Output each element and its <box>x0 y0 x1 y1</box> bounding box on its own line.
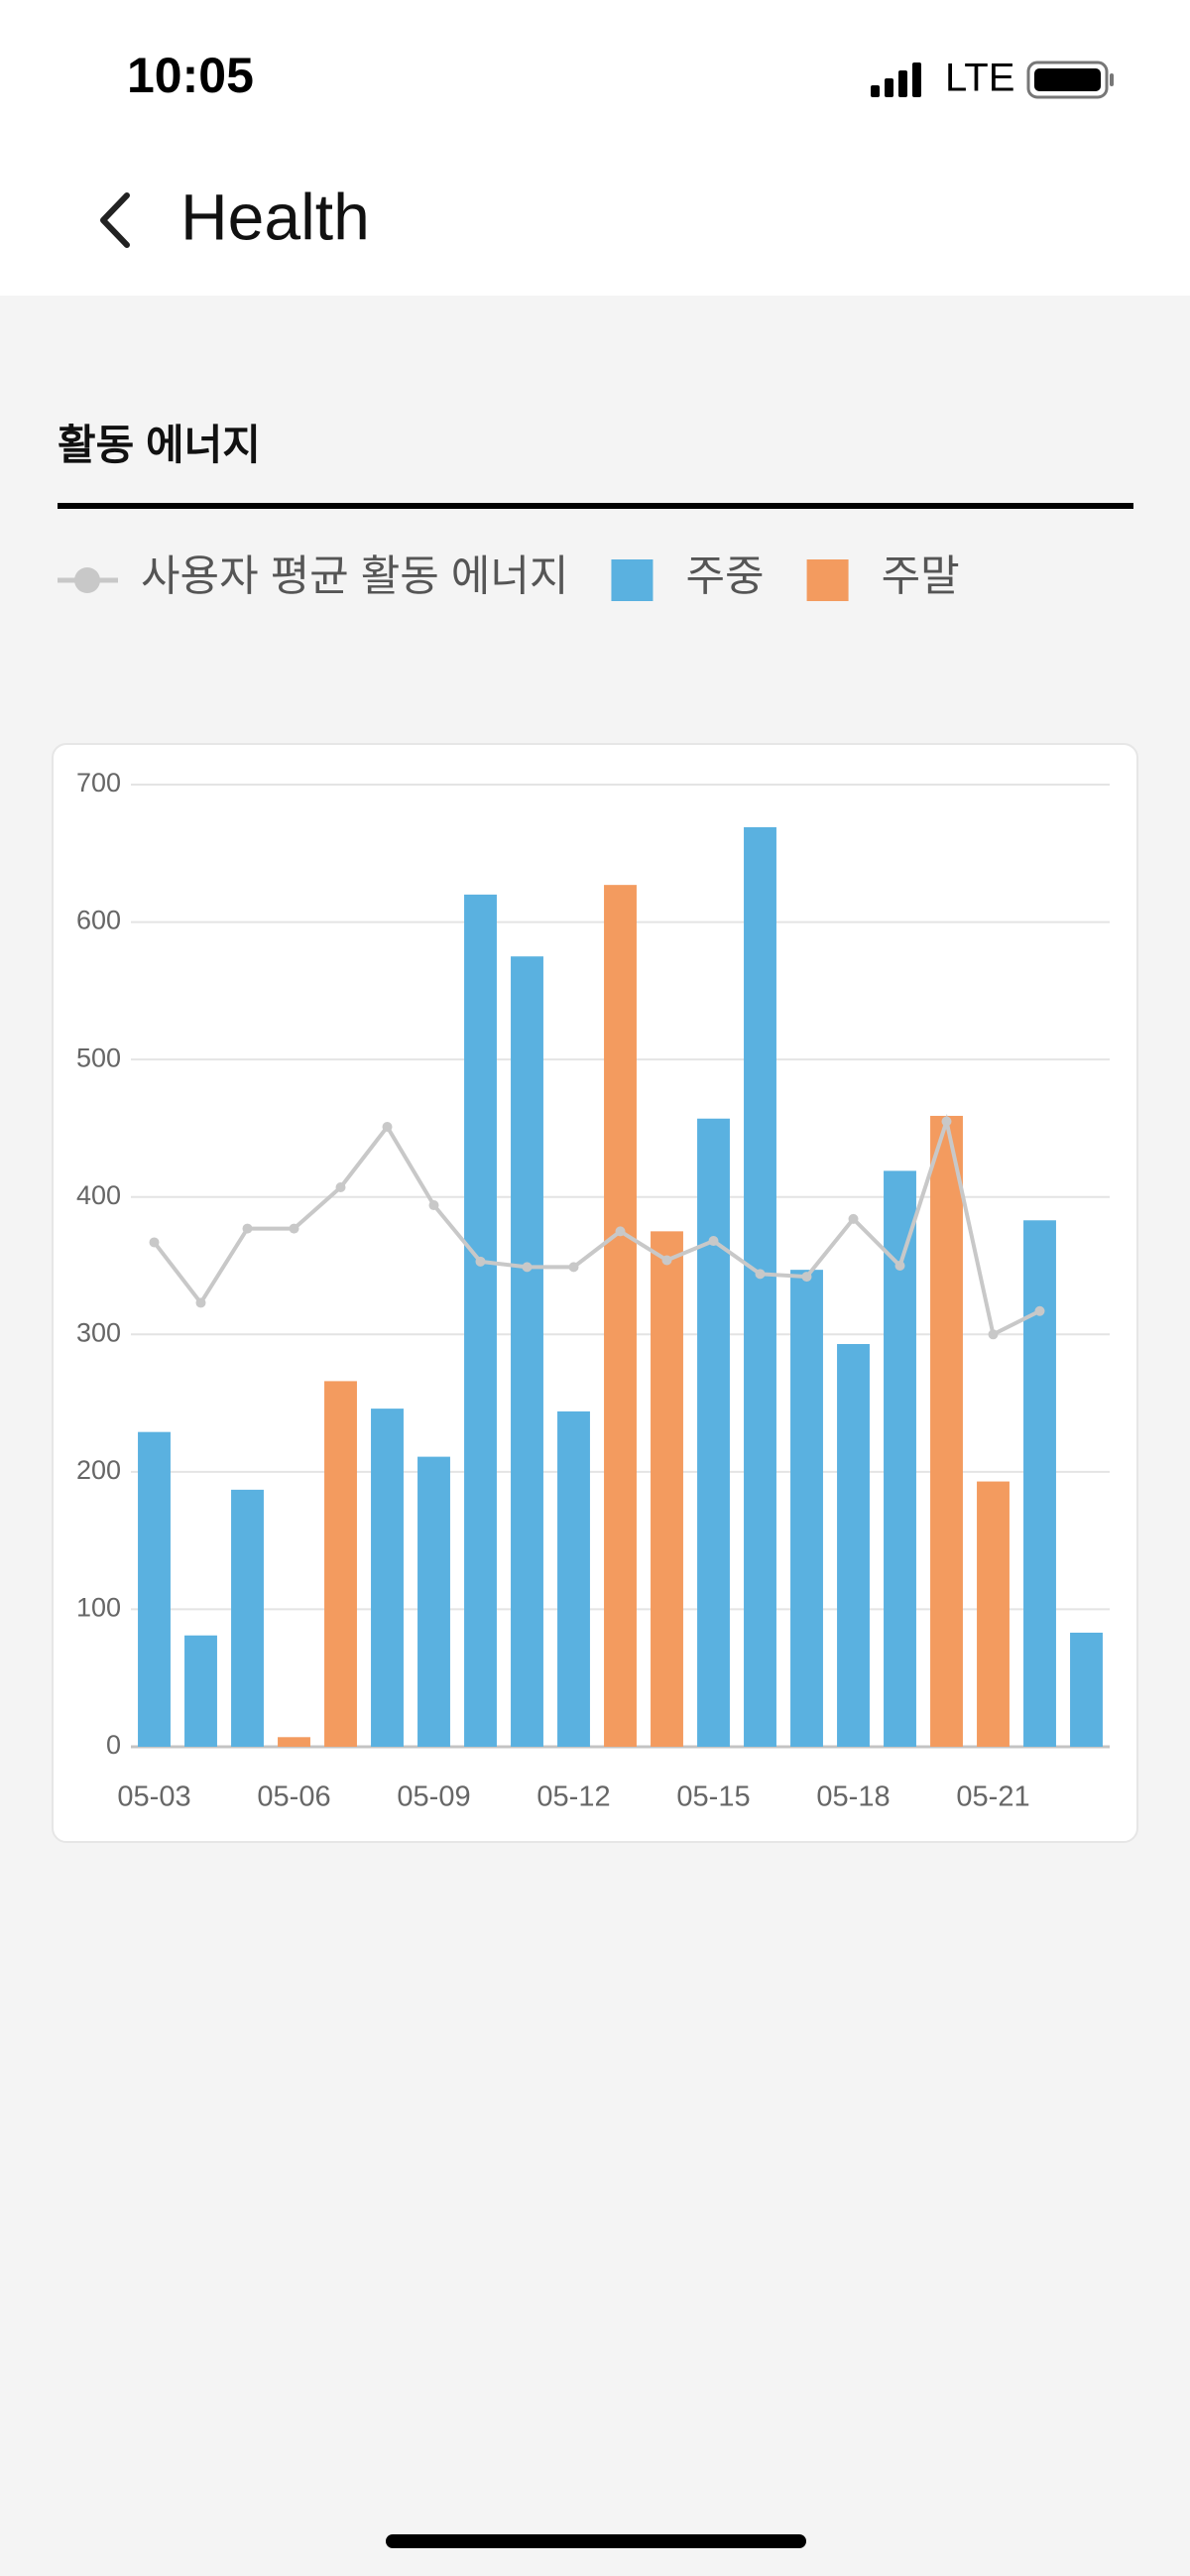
y-tick-label: 300 <box>76 1317 121 1347</box>
average-point <box>428 1200 439 1211</box>
section-title: 활동 에너지 <box>58 422 261 468</box>
average-point <box>382 1122 393 1133</box>
average-point <box>801 1272 812 1283</box>
average-point <box>708 1236 719 1247</box>
bar <box>417 1456 450 1747</box>
y-tick-label: 500 <box>76 1043 121 1072</box>
bar <box>371 1409 404 1747</box>
x-tick-label: 05-15 <box>676 1781 750 1813</box>
section-divider <box>58 503 1133 509</box>
plot: 0 100 200 300 400 500 600 700 05-03 05-06 05-09 05-… <box>76 768 1110 1813</box>
x-tick-label: 05-09 <box>397 1781 470 1813</box>
status-time: 10:05 <box>127 48 254 103</box>
bar <box>697 1118 730 1747</box>
bar <box>138 1431 171 1747</box>
bar <box>464 894 497 1747</box>
bar <box>930 1115 963 1747</box>
y-tick-label: 200 <box>76 1455 121 1485</box>
average-point <box>894 1261 905 1271</box>
legend-label: 주말 <box>882 552 960 600</box>
x-tick-label: 05-18 <box>816 1781 890 1813</box>
network-label: LTE <box>945 57 1014 100</box>
bar <box>790 1270 823 1747</box>
bar <box>977 1481 1010 1747</box>
average-point <box>661 1255 672 1266</box>
x-tick-label: 05-06 <box>257 1781 330 1813</box>
average-point <box>522 1262 533 1273</box>
y-tick-label: 0 <box>106 1730 121 1760</box>
y-tick-label: 400 <box>76 1180 121 1210</box>
average-point <box>941 1116 952 1127</box>
bar <box>1023 1220 1056 1747</box>
average-point <box>475 1256 486 1267</box>
signal-icon <box>871 62 921 97</box>
average-point <box>195 1297 206 1308</box>
bar <box>884 1170 916 1747</box>
average-point <box>149 1237 160 1248</box>
average-point <box>568 1262 579 1273</box>
average-point <box>755 1269 766 1280</box>
header-title: Health <box>180 180 370 253</box>
legend-swatch <box>806 559 849 601</box>
battery-icon <box>1026 61 1114 99</box>
bar <box>1070 1632 1103 1747</box>
bar <box>604 885 637 1747</box>
average-point <box>615 1226 626 1237</box>
average-point <box>988 1329 999 1340</box>
y-tick-label: 600 <box>76 906 121 935</box>
legend-swatch <box>611 559 654 601</box>
bar <box>278 1737 310 1747</box>
bar <box>837 1343 870 1747</box>
average-point <box>289 1223 299 1234</box>
average-point <box>848 1213 859 1224</box>
average-point <box>335 1182 346 1193</box>
bar <box>184 1635 217 1747</box>
x-tick-label: 05-12 <box>536 1781 610 1813</box>
bar <box>557 1411 590 1747</box>
bar <box>324 1381 357 1747</box>
legend: 사용자 평균 활동 에너지 주중 주말 <box>58 552 960 601</box>
legend-label: 주중 <box>685 552 764 600</box>
bar <box>231 1489 264 1747</box>
home-indicator <box>386 2534 806 2548</box>
x-tick-label: 05-21 <box>956 1781 1029 1813</box>
average-point <box>1034 1305 1045 1316</box>
y-tick-label: 700 <box>76 768 121 797</box>
bar <box>511 956 543 1747</box>
top-bar <box>0 0 1190 296</box>
legend-label: 사용자 평균 활동 에너지 <box>141 552 568 600</box>
bar <box>651 1231 683 1747</box>
x-tick-label: 05-03 <box>117 1781 190 1813</box>
back-button[interactable] <box>100 192 130 248</box>
bar <box>744 826 776 1747</box>
average-point <box>242 1223 253 1234</box>
average-line <box>152 1113 1041 1338</box>
legend-marker <box>74 567 100 593</box>
y-tick-label: 100 <box>76 1593 121 1623</box>
